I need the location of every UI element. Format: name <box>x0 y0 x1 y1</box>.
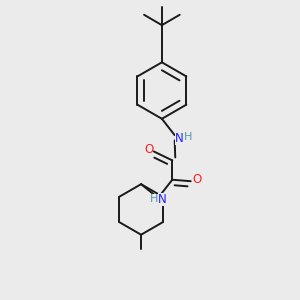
Text: H: H <box>184 132 192 142</box>
Text: N: N <box>175 132 184 145</box>
Text: H: H <box>150 194 159 204</box>
Text: O: O <box>144 142 153 156</box>
Text: O: O <box>192 173 201 186</box>
Text: N: N <box>158 193 167 206</box>
